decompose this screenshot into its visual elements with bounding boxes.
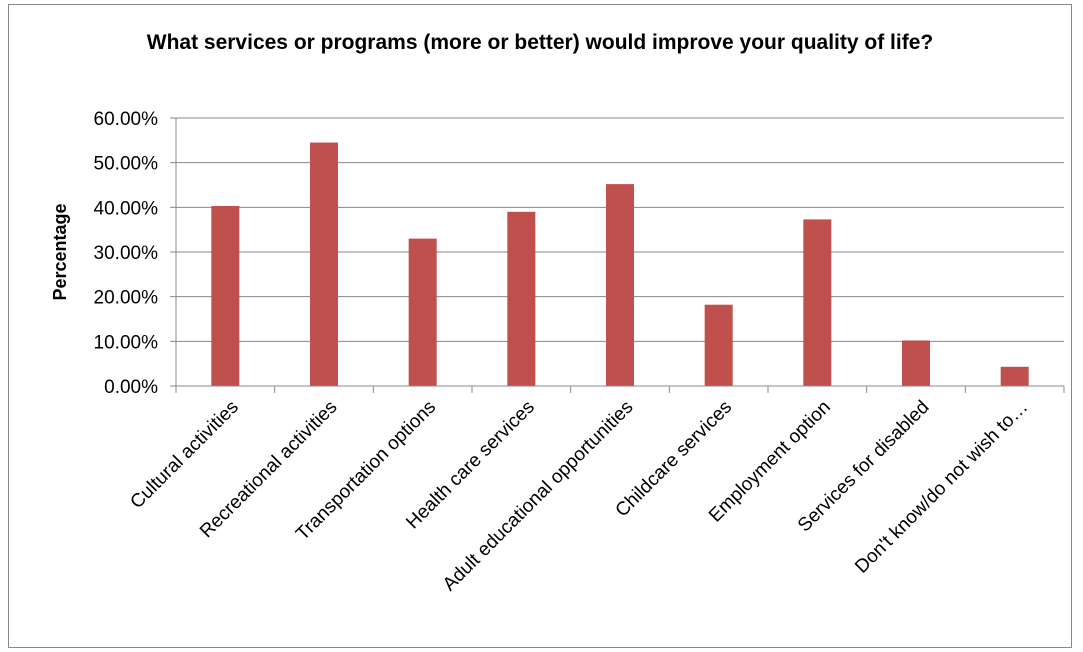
y-axis-label: Percentage	[50, 203, 70, 300]
bars	[211, 142, 1029, 386]
bar	[408, 238, 437, 386]
y-tick-label: 60.00%	[94, 109, 159, 130]
x-tick-label: Don't know/do not wish to…	[851, 397, 1032, 578]
y-tick-label: 10.00%	[94, 332, 159, 353]
bar	[704, 304, 733, 386]
chart-frame	[8, 4, 1072, 648]
bar	[507, 211, 536, 386]
y-tick-label: 0.00%	[104, 377, 158, 398]
y-tick-label: 50.00%	[94, 154, 159, 175]
y-axis-ticks: 0.00% 10.00% 20.00% 30.00% 40.00% 50.00% 60.00…	[94, 109, 176, 398]
bar	[1000, 366, 1029, 386]
chart-title: What services or programs (more or bette…	[146, 31, 934, 54]
bar	[606, 184, 634, 386]
bar	[310, 142, 338, 386]
bar	[803, 219, 832, 386]
bar	[211, 205, 240, 386]
bar	[902, 340, 930, 386]
x-tick-label: Adult educational opportunities	[439, 397, 638, 596]
y-tick-label: 30.00%	[94, 243, 159, 264]
y-tick-label: 40.00%	[94, 198, 159, 219]
y-tick-label: 20.00%	[94, 288, 159, 309]
x-tick-label: Cultural activities	[126, 397, 242, 513]
